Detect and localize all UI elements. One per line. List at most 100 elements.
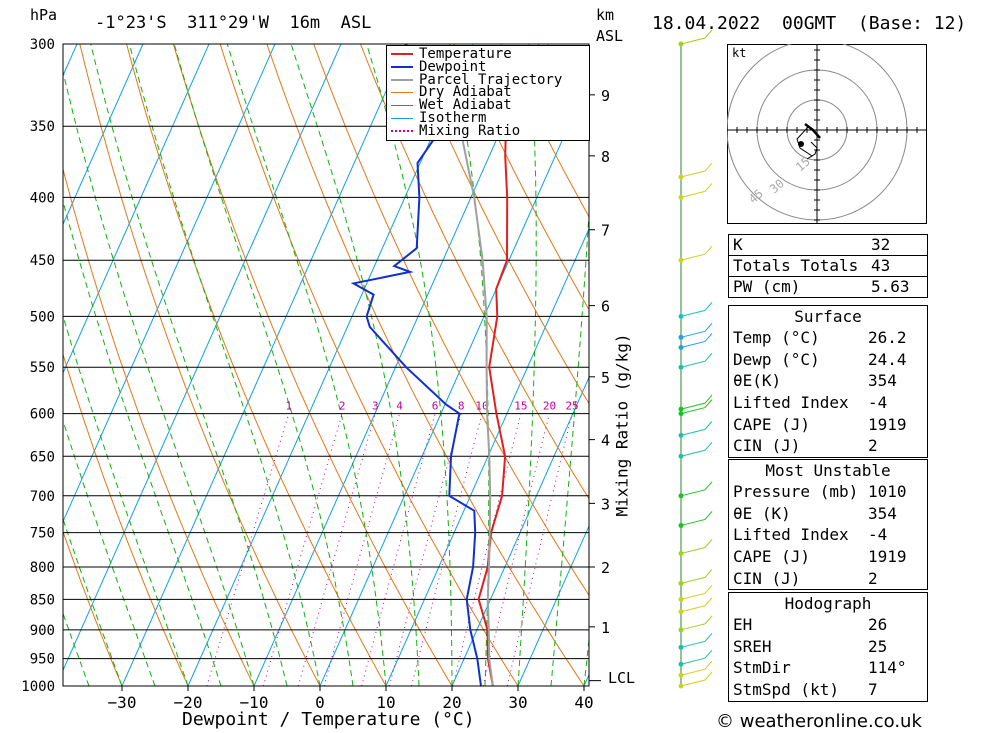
km-label: km xyxy=(596,6,615,24)
k-index-value: 32 xyxy=(867,234,928,256)
temperature-tick-label: 10 xyxy=(376,693,395,712)
k-index-label: K xyxy=(728,234,867,256)
isotherm-line xyxy=(0,44,11,686)
dry-adiabat-line xyxy=(406,44,589,405)
pw-value: 5.63 xyxy=(867,276,928,298)
wet-adiabat-line xyxy=(63,199,222,686)
wind-barb xyxy=(680,183,713,198)
hodograph-unit: kt xyxy=(732,46,746,60)
surface-row: Lifted Index -4 xyxy=(733,393,888,413)
wind-barb xyxy=(680,399,713,415)
mixing-ratio-label: 10 xyxy=(475,400,488,413)
wind-barb xyxy=(680,511,713,526)
unstable-row: θE (K) 354 xyxy=(733,503,897,523)
km-tick-label: 3 xyxy=(601,495,610,513)
pressure-tick-label: 950 xyxy=(30,652,55,668)
wet-adiabat-line xyxy=(173,44,354,686)
pw-label: PW (cm) xyxy=(728,276,867,298)
km-tick-label: 9 xyxy=(601,87,610,105)
asl-label: ASL xyxy=(596,27,624,45)
temperature-tick-label: −20 xyxy=(174,693,203,712)
pressure-tick-label: 800 xyxy=(30,560,55,576)
km-tick-label: 7 xyxy=(601,222,610,240)
wet-adiabat-line xyxy=(63,418,156,686)
dry-adiabat-line xyxy=(453,44,589,311)
km-tick-label: 5 xyxy=(601,369,610,387)
hpa-label: hPa xyxy=(30,6,58,24)
hodograph-row: EH 26 xyxy=(733,615,888,634)
unstable-box: Most Unstable Pressure (mb) 1010 θE (K) 35… xyxy=(728,459,928,591)
hodograph-row: StmDir 114° xyxy=(733,658,907,678)
temperature-tick-label: 20 xyxy=(442,693,461,712)
legend-item-dry-adiabat: Dry Adiabat xyxy=(387,86,589,99)
wind-barb xyxy=(680,162,713,178)
pressure-tick-label: 600 xyxy=(30,407,55,423)
x-axis-label: Dewpoint / Temperature (°C) xyxy=(182,709,475,730)
mixing-ratio-line xyxy=(410,413,483,686)
hodograph-trace xyxy=(796,125,818,160)
legend-item-mixing-ratio: Mixing Ratio xyxy=(387,124,589,138)
pressure-tick-label: 350 xyxy=(30,119,55,135)
wind-barb xyxy=(680,671,713,687)
unstable-row: CAPE (J) 1919 xyxy=(733,547,907,567)
isotherm-line xyxy=(121,44,408,686)
isotherm-line xyxy=(517,524,589,686)
legend-item-temperature: Temperature xyxy=(387,47,589,61)
mixing-ratio-axis-label: Mixing Ratio (g/kg) xyxy=(612,333,632,517)
pressure-tick-label: 650 xyxy=(30,449,55,465)
footer-credit[interactable]: © weatheronline.co.uk xyxy=(716,711,922,732)
mixing-ratio-line xyxy=(323,413,401,686)
mixing-ratio-label: 6 xyxy=(432,400,439,413)
wind-barb xyxy=(680,245,713,261)
wet-adiabat-line xyxy=(63,69,255,686)
surface-row: CIN (J) 2 xyxy=(733,436,878,456)
mixing-ratio-label: 4 xyxy=(396,400,403,413)
wind-barb xyxy=(680,615,713,631)
mixing-ratio-label: 15 xyxy=(514,400,527,413)
hodograph-row: SREH 25 xyxy=(733,636,888,656)
wind-barb xyxy=(680,333,713,348)
legend-item-dewpoint: Dewpoint xyxy=(387,60,589,74)
wind-barb xyxy=(680,632,713,648)
location-title: -1°23'S 311°29'W 16m ASL xyxy=(95,13,372,33)
wind-barb xyxy=(680,649,713,665)
isotherm-line xyxy=(63,44,342,672)
wind-barb xyxy=(680,597,713,613)
unstable-row: Lifted Index -4 xyxy=(733,525,888,545)
surface-box: Surface Temp (°C) 26.2 Dewp (°C) 24.4 θE(K… xyxy=(728,305,928,459)
km-tick-label: 4 xyxy=(601,432,610,450)
mixing-ratio-label: 8 xyxy=(458,400,465,413)
temperature-tick-label: 40 xyxy=(574,693,593,712)
mixing-ratio-label: 2 xyxy=(339,400,346,413)
unstable-row: Pressure (mb) 1010 xyxy=(733,482,907,501)
surface-row: CAPE (J) 1919 xyxy=(733,414,907,434)
pressure-tick-label: 450 xyxy=(30,253,55,269)
km-tick-label: 2 xyxy=(601,559,610,577)
isotherm-line xyxy=(451,376,589,686)
plot-frame xyxy=(62,43,590,687)
mixing-ratio-label: 25 xyxy=(565,400,578,413)
mixing-ratio-label: 20 xyxy=(543,400,556,413)
isotherm-line xyxy=(63,44,276,523)
hodograph-box: Hodograph EH 26 SREH 25 StmDir 114° StmSpd … xyxy=(728,592,928,702)
legend: Temperature Dewpoint Parcel Trajectory D… xyxy=(386,45,590,141)
km-tick-label: 8 xyxy=(601,148,610,166)
dry-adiabat-line xyxy=(63,352,189,686)
pressure-tick-label: 1000 xyxy=(21,679,55,695)
temperature-tick-label: 0 xyxy=(315,693,325,712)
unstable-title: Most Unstable xyxy=(765,461,891,480)
parcel-trajectory xyxy=(461,141,494,686)
hodograph-row: StmSpd (kt) 7 xyxy=(733,680,878,700)
dry-adiabat-line xyxy=(126,44,387,686)
km-tick-label: 1 xyxy=(601,619,610,637)
isotherm-line xyxy=(63,44,144,226)
wind-barb xyxy=(680,421,713,436)
totals-value: 43 xyxy=(867,255,928,277)
wind-barb xyxy=(680,539,713,554)
pressure-tick-label: 400 xyxy=(30,190,55,206)
wind-barb xyxy=(680,352,713,368)
mixing-ratio-label: 3 xyxy=(372,400,379,413)
surface-title: Surface xyxy=(794,307,862,326)
wind-barb xyxy=(680,481,713,497)
